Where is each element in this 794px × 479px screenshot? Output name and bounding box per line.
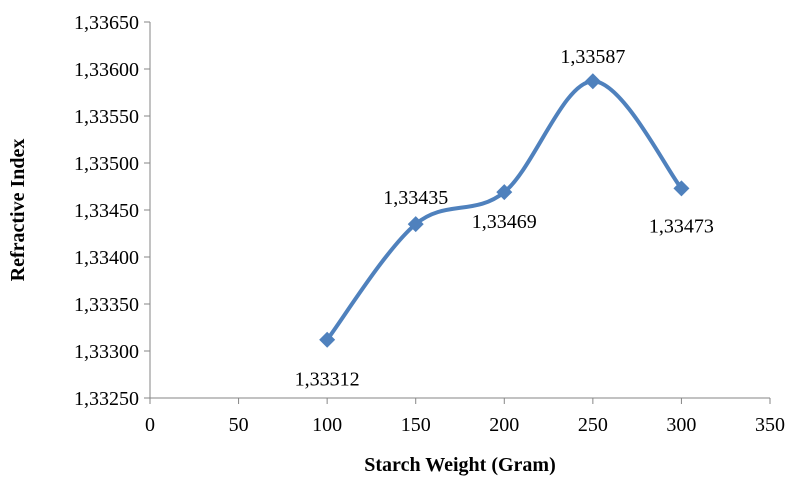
- data-point-marker: [319, 331, 336, 348]
- axes: [149, 22, 770, 399]
- y-tick-label: 1,33350: [74, 294, 139, 316]
- data-labels: 1,33312 1,33435 1,33469 1,33587 1,33473: [295, 46, 714, 391]
- data-point-marker: [673, 180, 690, 197]
- data-point-marker: [407, 216, 424, 233]
- y-axis-title: Refractive Index: [7, 139, 29, 282]
- data-label: 1,33473: [649, 215, 714, 237]
- y-tick-label: 1,33500: [74, 153, 139, 175]
- x-tick-label: 0: [145, 414, 155, 436]
- x-tick-label: 200: [489, 414, 519, 436]
- x-tick-label: 350: [755, 414, 785, 436]
- x-tick-label: 150: [401, 414, 431, 436]
- data-markers: [319, 73, 690, 348]
- data-label: 1,33312: [295, 369, 360, 391]
- data-label: 1,33469: [472, 211, 537, 233]
- data-point-marker: [496, 184, 513, 201]
- y-ticks: 1,33250 1,33300 1,33350 1,33400 1,33450 1,335…: [74, 12, 150, 410]
- y-tick-label: 1,33550: [74, 106, 139, 128]
- data-label: 1,33587: [560, 46, 625, 68]
- y-tick-label: 1,33650: [74, 12, 139, 34]
- y-tick-label: 1,33250: [74, 388, 139, 410]
- x-tick-label: 250: [578, 414, 608, 436]
- y-tick-label: 1,33300: [74, 341, 139, 363]
- x-tick-label: 300: [666, 414, 696, 436]
- data-point-marker: [584, 73, 601, 90]
- x-ticks: 0 50 100 150 200 250 300 350: [145, 398, 785, 436]
- x-tick-label: 50: [229, 414, 249, 436]
- x-tick-label: 100: [312, 414, 342, 436]
- y-tick-label: 1,33450: [74, 200, 139, 222]
- y-tick-label: 1,33600: [74, 59, 139, 81]
- y-tick-label: 1,33400: [74, 247, 139, 269]
- data-label: 1,33435: [383, 187, 448, 209]
- x-axis-title: Starch Weight (Gram): [364, 454, 555, 476]
